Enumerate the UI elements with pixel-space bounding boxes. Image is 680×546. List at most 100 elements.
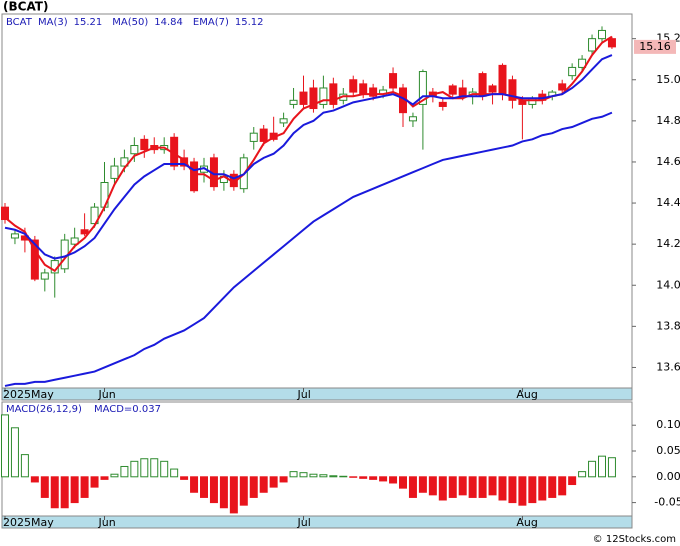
histogram-bar (279, 476, 288, 483)
candle-body (1, 206, 9, 220)
histogram-bar (339, 475, 348, 478)
histogram-bar (528, 476, 537, 504)
legend-value: MACD=0.037 (94, 404, 161, 415)
legend-value: 15.21 (74, 17, 103, 28)
candle-body (568, 66, 577, 77)
histogram-bar (588, 460, 597, 478)
histogram-bar (438, 476, 447, 501)
y-tick-label: 14.80 (656, 114, 680, 127)
histogram-bar (289, 471, 298, 478)
histogram-bar (140, 458, 149, 478)
histogram-bar (200, 476, 208, 498)
x-tick-label: Jun (98, 516, 116, 529)
candle-body (279, 118, 288, 124)
legend-name: MACD(26,12,9) (6, 404, 82, 415)
histogram-bar (239, 476, 248, 506)
date-strip (1, 515, 633, 529)
plot-area (1, 401, 633, 517)
histogram-bar (598, 455, 606, 478)
candle-body (130, 145, 139, 155)
y-tick-label: 14.40 (656, 196, 680, 209)
legend-value: 15.12 (235, 17, 264, 28)
histogram-bar (120, 465, 129, 478)
histogram-bar (269, 476, 278, 488)
candle-body (140, 138, 149, 151)
candle-body (120, 157, 129, 167)
line-series (4, 111, 613, 387)
x-tick-label: Jul (297, 388, 311, 401)
histogram-bar (130, 460, 139, 478)
candle-body (418, 71, 427, 105)
histogram-bar (448, 476, 457, 498)
candle-body (448, 85, 457, 95)
candle-body (10, 233, 19, 239)
copyright: © 12Stocks.com (593, 534, 676, 545)
histogram-bar (518, 476, 527, 506)
candle-body (458, 87, 467, 97)
x-tick-label: 2025May (3, 516, 54, 529)
histogram-bar (498, 476, 507, 501)
histogram-bar (180, 476, 189, 480)
histogram-bar (568, 476, 577, 486)
histogram-bar (548, 476, 557, 498)
histogram-bar (418, 476, 427, 493)
candle-body (478, 73, 487, 97)
y-tick-label: -0.050 (654, 496, 680, 509)
histogram-bar (468, 476, 477, 498)
histogram-bar (100, 476, 109, 480)
y-tick-label: 15.00 (656, 73, 680, 86)
histogram-bar (299, 472, 308, 478)
histogram-bar (10, 427, 19, 478)
histogram-bar (558, 476, 567, 496)
histogram-bar (538, 476, 547, 501)
histogram-bar (389, 476, 398, 484)
candle-body (80, 229, 89, 235)
histogram-bar (219, 476, 228, 509)
histogram-bar (110, 473, 119, 478)
histogram-bar (1, 414, 9, 478)
histogram-bar (508, 476, 517, 504)
histogram-bar (399, 476, 407, 489)
x-tick-label: Jul (297, 516, 311, 529)
histogram-bar (488, 476, 497, 496)
chart-title: (BCAT) (3, 0, 48, 14)
candle-body (349, 79, 358, 93)
candle-body (438, 101, 447, 107)
histogram-bar (379, 476, 388, 482)
candle-body (30, 239, 39, 280)
candle-body (70, 237, 79, 245)
histogram-bar (458, 476, 467, 496)
y-tick-label: 0.000 (656, 470, 680, 483)
candle-body (578, 58, 587, 68)
histogram-bar (150, 458, 159, 478)
y-tick-label: 0.100 (656, 418, 680, 431)
histogram-bar (369, 476, 378, 480)
candle-body (249, 132, 258, 142)
histogram-bar (50, 476, 59, 509)
plot-area (1, 13, 633, 389)
candle-body (369, 87, 378, 97)
y-tick-label: 13.60 (656, 360, 680, 373)
histogram-bar (70, 476, 79, 504)
histogram-bar (90, 476, 99, 488)
histogram-bar (229, 476, 238, 514)
histogram-bar (607, 457, 616, 478)
candle-body (408, 116, 417, 122)
candle-body (259, 128, 268, 142)
legend-name: MA(50) (112, 17, 148, 28)
legend-value: 14.84 (154, 17, 183, 28)
histogram-bar (408, 476, 417, 498)
x-tick-label: Aug (516, 516, 537, 529)
histogram-bar (309, 473, 318, 478)
histogram-bar (359, 476, 368, 479)
candle-body (110, 165, 119, 179)
histogram-bar (329, 475, 338, 478)
y-tick-label: 14.20 (656, 237, 680, 250)
legend-ticker: BCAT (6, 17, 33, 28)
candle-body (40, 272, 49, 280)
candle-body (309, 87, 318, 110)
candle-body (180, 157, 189, 167)
last-price-label: 15.16 (639, 40, 671, 53)
candle-body (498, 64, 507, 95)
